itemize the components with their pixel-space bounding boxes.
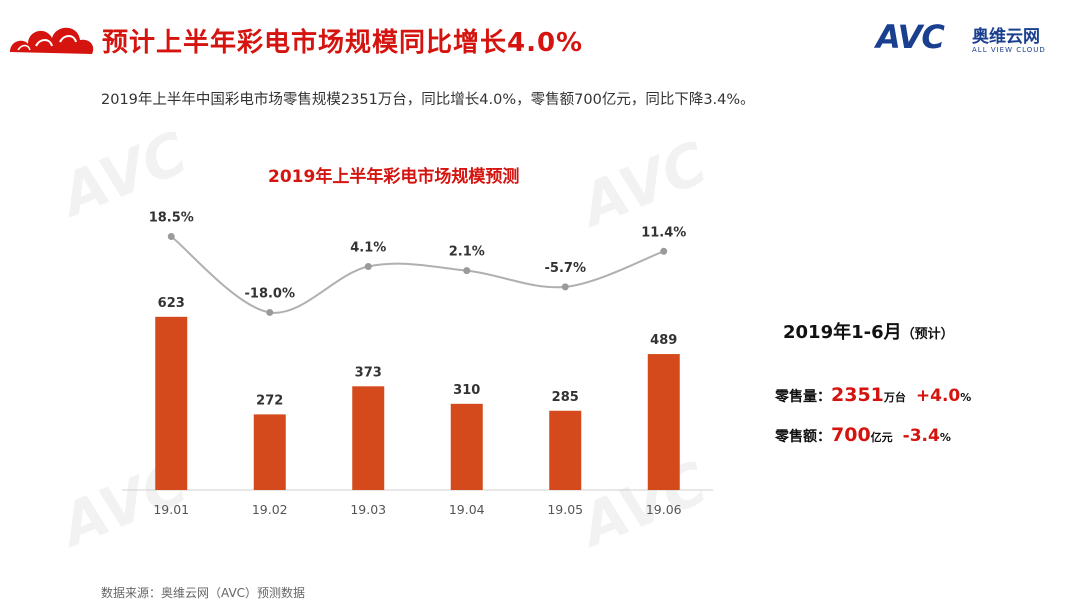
avc-logo: AVC 奥维云网 ALL VIEW CLOUD <box>876 18 1056 62</box>
bar <box>352 386 385 490</box>
bar <box>647 354 680 490</box>
bar-value-label: 623 <box>158 296 185 311</box>
growth-line <box>170 235 665 314</box>
chart-title: 2019年上半年彩电市场规模预测 <box>268 167 520 187</box>
summary-heading: 2019年1-6月（预计） <box>783 318 954 344</box>
x-tick-label: 19.03 <box>350 502 386 517</box>
growth-label: 11.4% <box>641 225 686 240</box>
bar <box>450 403 483 490</box>
growth-point <box>561 283 569 291</box>
bar <box>253 414 286 490</box>
growth-point <box>660 247 668 255</box>
bar <box>155 316 188 490</box>
volume-change: +4.0 <box>915 386 961 406</box>
revenue-change-unit: % <box>939 431 951 444</box>
growth-label: 18.5% <box>149 211 194 226</box>
bar <box>549 410 582 490</box>
data-source: 数据来源：奥维云网（AVC）预测数据 <box>101 586 306 600</box>
summary-note: （预计） <box>901 327 954 342</box>
revenue-value: 700 <box>831 424 871 446</box>
growth-point <box>364 262 372 270</box>
revenue-row: 零售额：700亿元 -3.4% <box>775 424 951 446</box>
growth-point <box>167 233 175 241</box>
bar-value-label: 489 <box>650 333 677 348</box>
volume-value: 2351 <box>831 384 884 406</box>
growth-label: 2.1% <box>449 245 485 260</box>
growth-label: -18.0% <box>245 286 296 301</box>
page-title: 预计上半年彩电市场规模同比增长4.0% <box>102 28 584 58</box>
bar-value-label: 272 <box>256 393 283 408</box>
growth-label: -5.7% <box>545 261 586 276</box>
logo-text: AVC <box>876 18 945 56</box>
summary-sentence: 2019年上半年中国彩电市场零售规模2351万台，同比增长4.0%，零售额700… <box>101 92 755 108</box>
summary-period: 2019年1-6月 <box>783 322 902 343</box>
revenue-label: 零售额： <box>775 429 831 445</box>
revenue-change: -3.4 <box>902 426 940 446</box>
growth-label: 4.1% <box>350 240 386 255</box>
x-tick-label: 19.01 <box>153 502 189 517</box>
x-tick-label: 19.06 <box>646 502 682 517</box>
logo-en: ALL VIEW CLOUD <box>972 46 1046 54</box>
cloud-ornament-icon <box>10 27 94 54</box>
growth-point <box>266 308 274 316</box>
volume-change-unit: % <box>960 391 972 404</box>
bar-value-label: 285 <box>552 390 579 405</box>
volume-unit: 万台 <box>883 391 906 404</box>
volume-row: 零售量：2351万台 +4.0% <box>775 384 971 406</box>
bar-value-label: 373 <box>355 365 382 380</box>
volume-label: 零售量： <box>775 389 831 405</box>
x-tick-label: 19.05 <box>547 502 583 517</box>
sales-chart: 623 19.01 272 19.02 373 19.03 310 19.04 285 19.05… <box>122 211 713 517</box>
logo-cn: 奥维云网 <box>972 27 1040 47</box>
bar-value-label: 310 <box>453 383 480 398</box>
growth-point <box>463 267 471 275</box>
x-tick-label: 19.04 <box>449 502 485 517</box>
x-tick-label: 19.02 <box>252 502 288 517</box>
revenue-unit: 亿元 <box>870 431 893 444</box>
